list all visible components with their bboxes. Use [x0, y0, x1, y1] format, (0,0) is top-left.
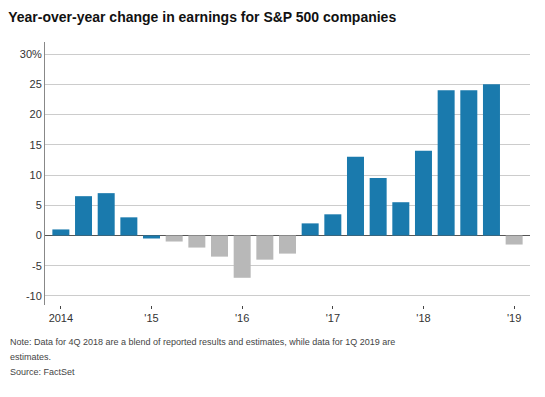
svg-text:'18: '18 — [416, 312, 430, 324]
svg-text:estimates.: estimates. — [10, 352, 51, 362]
svg-text:'15: '15 — [144, 312, 158, 324]
svg-text:20: 20 — [30, 108, 42, 120]
svg-text:15: 15 — [30, 139, 42, 151]
svg-text:5: 5 — [36, 199, 42, 211]
svg-text:10: 10 — [30, 169, 42, 181]
svg-text:2014: 2014 — [49, 312, 73, 324]
svg-text:'19: '19 — [507, 312, 521, 324]
svg-text:Note: Data for 4Q 2018 are a b: Note: Data for 4Q 2018 are a blend of re… — [10, 337, 395, 347]
svg-text:Year-over-year change in earni: Year-over-year change in earnings for S&… — [8, 9, 396, 25]
svg-text:'16: '16 — [235, 312, 249, 324]
svg-text:'17: '17 — [326, 312, 340, 324]
svg-text:30%: 30% — [20, 48, 42, 60]
svg-text:-5: -5 — [32, 260, 42, 272]
svg-text:-10: -10 — [26, 290, 42, 302]
svg-text:0: 0 — [36, 229, 42, 241]
svg-text:Source: FactSet: Source: FactSet — [10, 367, 75, 377]
svg-text:25: 25 — [30, 78, 42, 90]
